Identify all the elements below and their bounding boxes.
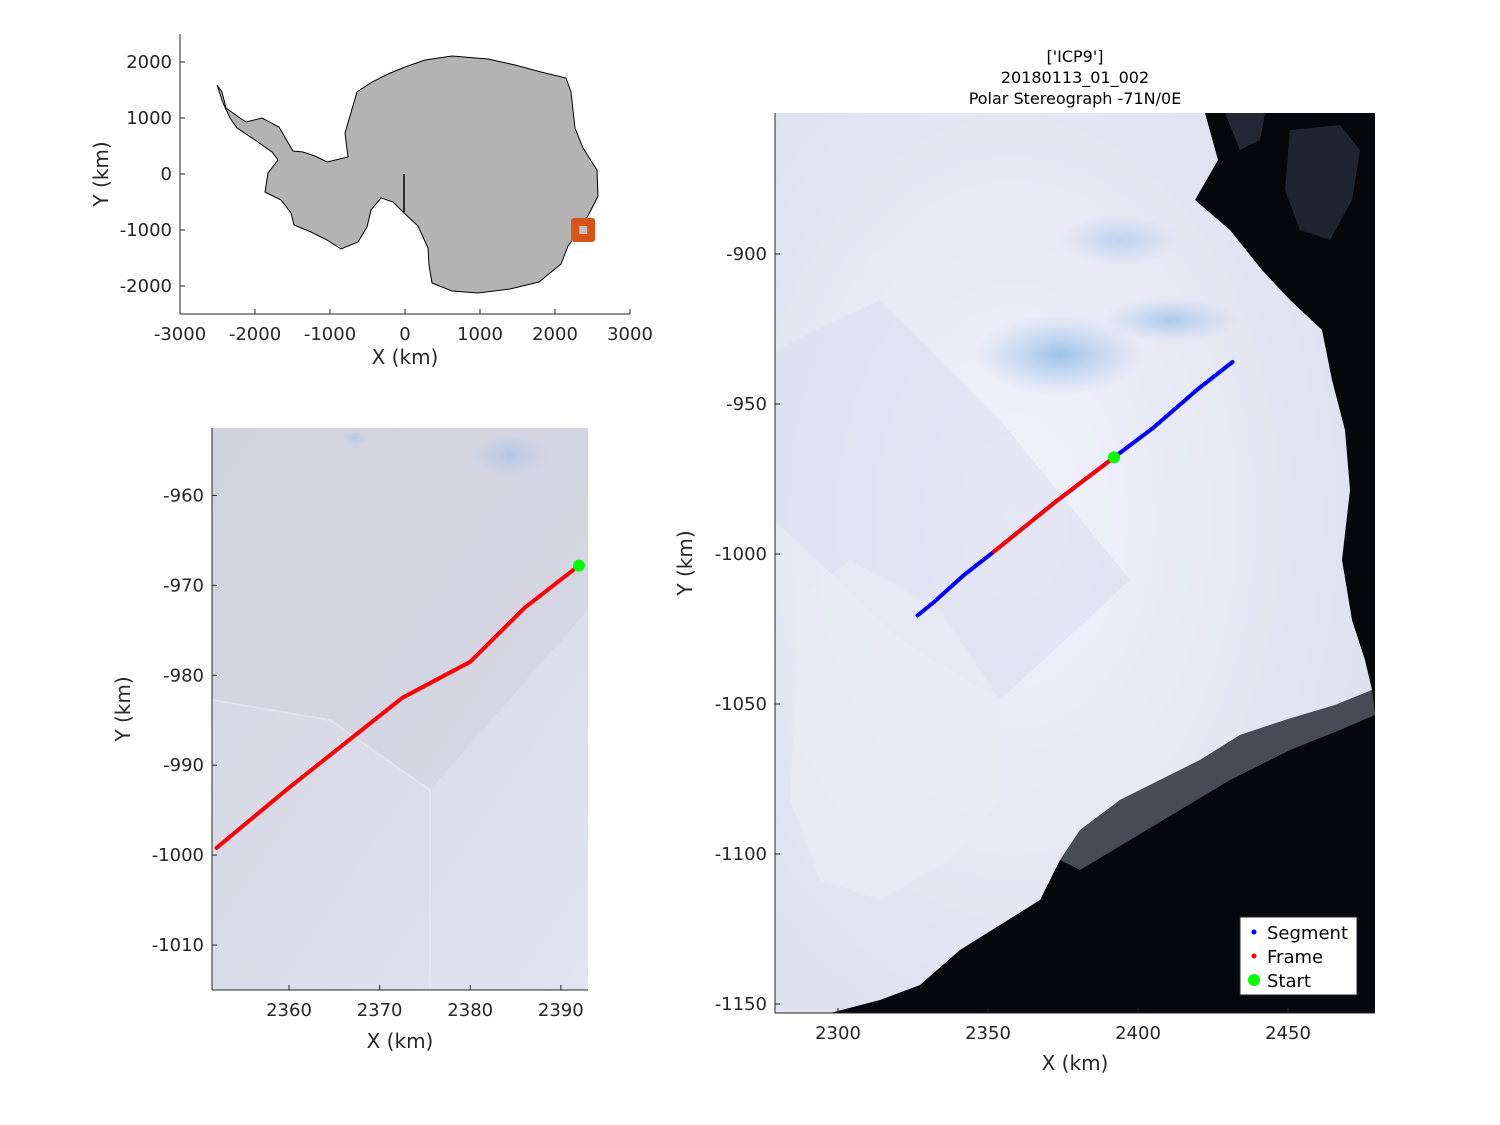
island-northeast [1285, 125, 1360, 240]
main-y-tick-label: -1150 [715, 994, 767, 1015]
main-x-label: X (km) [1042, 1051, 1109, 1075]
zoom-x-label: X (km) [367, 1029, 434, 1053]
overview-y-label: Y (km) [89, 141, 113, 207]
main-title-line-1: ['ICP9'] [1047, 47, 1104, 66]
overview-map: -3000 -2000 -1000 0 1000 2000 3000 2000 1000 0 -1… [89, 34, 653, 369]
main-map: ['ICP9'] 20180113_01_002 Polar Stereogra… [673, 47, 1375, 1075]
legend-frame-swatch [1251, 953, 1257, 959]
main-x-tick-label: 2400 [1115, 1023, 1161, 1044]
overview-y-tick-label: 2000 [126, 52, 172, 73]
zoom-frame-track [214, 563, 581, 850]
zoom-y-tick-label: -990 [163, 755, 204, 776]
main-y-tick-label: -950 [726, 394, 767, 415]
zoom-imagery-tile-edge [212, 699, 431, 990]
legend: Segment Frame Start [1239, 916, 1358, 996]
zoom-y-tick-label: -970 [163, 575, 204, 596]
main-x-tick-label: 2300 [815, 1023, 861, 1044]
overview-x-tick-label: -3000 [154, 324, 206, 345]
zoom-x-tick-label: 2360 [266, 1000, 312, 1021]
antarctica-continent [216, 55, 599, 294]
zoom-map: 2360 2370 2380 2390 -960 -970 -980 -990 -1000 -1… [111, 428, 588, 1053]
legend-segment-swatch [1251, 929, 1257, 935]
overview-x-tick-label: 0 [399, 324, 410, 345]
main-y-tick-label: -1000 [715, 544, 767, 565]
main-y-tick-label: -900 [726, 244, 767, 265]
legend-start-swatch [1248, 974, 1260, 986]
main-title-line-2: 20180113_01_002 [1001, 68, 1149, 88]
overview-y-tick-label: -2000 [120, 276, 172, 297]
main-title-line-3: Polar Stereograph -71N/0E [969, 89, 1182, 108]
legend-segment-label: Segment [1267, 923, 1348, 944]
overview-y-tick-label: 1000 [126, 108, 172, 129]
overview-y-tick-label: 0 [161, 164, 172, 185]
legend-frame-label: Frame [1267, 947, 1323, 968]
main-x-tick-label: 2350 [965, 1023, 1011, 1044]
zoom-x-tick-label: 2370 [357, 1000, 403, 1021]
zoom-y-tick-label: -1000 [152, 845, 204, 866]
overview-x-label: X (km) [372, 345, 439, 369]
overview-y-tick-label: -1000 [120, 220, 172, 241]
zoom-y-tick-label: -960 [163, 485, 204, 506]
island-north [1225, 113, 1265, 150]
main-frame-track [992, 455, 1116, 554]
zoom-melt-pond [470, 433, 550, 477]
zoom-imagery-texture [212, 428, 588, 790]
overview-x-tick-label: 2000 [532, 324, 578, 345]
zoom-y-label: Y (km) [111, 676, 135, 742]
overview-x-tick-label: 1000 [457, 324, 503, 345]
zoom-start-marker [572, 559, 585, 572]
zoom-melt-pond-small [341, 430, 369, 446]
melt-pond-region [975, 315, 1145, 395]
zoom-x-tick-label: 2380 [447, 1000, 493, 1021]
sea-ice-fringe [1060, 690, 1375, 870]
main-y-tick-label: -1100 [715, 844, 767, 865]
overview-x-tick-label: -1000 [304, 324, 356, 345]
zoom-x-tick-label: 2390 [538, 1000, 584, 1021]
study-area-marker-inner [579, 226, 588, 234]
zoom-y-tick-label: -980 [163, 665, 204, 686]
overview-x-tick-label: -2000 [229, 324, 281, 345]
melt-pond-region-north [1060, 215, 1180, 265]
legend-start-label: Start [1267, 971, 1311, 992]
main-x-tick-label: 2450 [1265, 1023, 1311, 1044]
main-start-marker [1108, 451, 1120, 464]
main-y-tick-label: -1050 [715, 694, 767, 715]
main-y-label: Y (km) [673, 530, 697, 596]
zoom-y-tick-label: -1010 [152, 935, 204, 956]
overview-x-tick-label: 3000 [607, 324, 653, 345]
melt-pond-region-east [1100, 298, 1240, 342]
ice-shelf-lobe [790, 560, 1000, 900]
